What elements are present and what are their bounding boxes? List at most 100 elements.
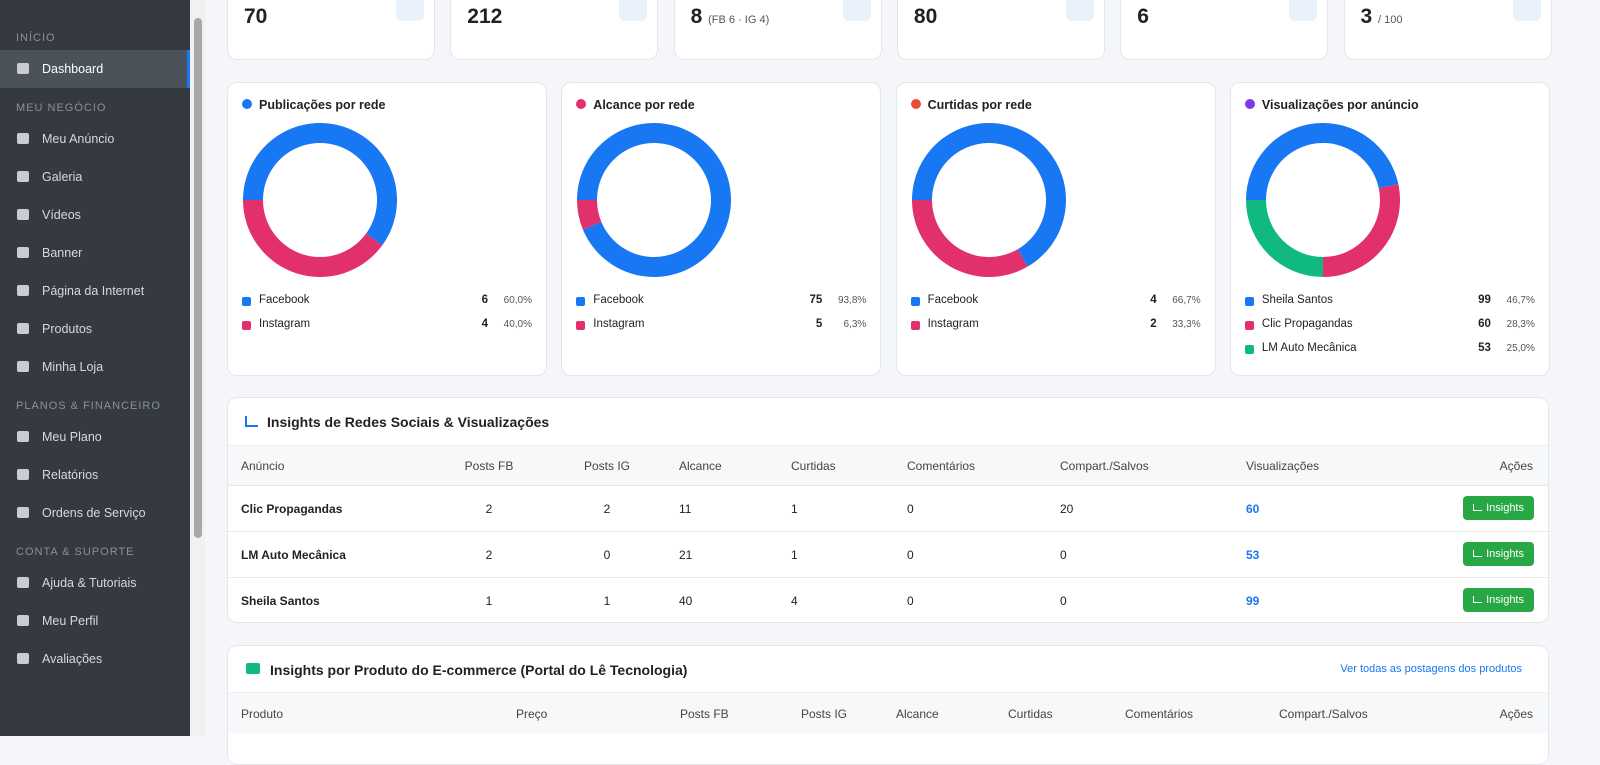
nav-text: Ordens de Serviço <box>42 506 146 520</box>
nav-text: Ajuda & Tutoriais <box>42 576 137 590</box>
legend-pct: 33,3% <box>1172 319 1201 330</box>
button-text: Insights <box>1486 502 1524 514</box>
legend-pct: 60,0% <box>503 295 532 306</box>
nav-item[interactable]: Meu Perfil <box>0 602 190 640</box>
legend-pct: 40,0% <box>503 319 532 330</box>
stat-value: 6 <box>1137 5 1149 28</box>
nav-item[interactable]: Meu Plano <box>0 418 190 456</box>
stat-icon <box>1065 0 1094 21</box>
stat-card: TOTAL DE VISUALIZAÇÕES212 <box>450 0 659 60</box>
column-header: Alcance <box>679 459 722 473</box>
column-header: Posts IG <box>583 459 630 473</box>
donut <box>577 122 732 278</box>
chart-title: Visualizações por anúncio <box>1261 98 1419 112</box>
legend-value: 5 <box>815 318 823 330</box>
column-header: Produto <box>241 707 284 721</box>
section-label: INÍCIO <box>16 32 56 44</box>
column-header: Visualizações <box>1246 459 1320 473</box>
legend-swatch <box>576 297 586 306</box>
cell: 0 <box>603 548 611 562</box>
legend-swatch <box>242 297 251 306</box>
nav-text: Minha Loja <box>42 360 104 374</box>
cell: 11 <box>679 502 692 516</box>
cell: LM Auto Mecânica <box>241 548 346 562</box>
stat-icon <box>1289 0 1318 21</box>
nav-icon <box>17 653 29 664</box>
cell: 2 <box>603 502 611 516</box>
nav-item[interactable]: Ordens de Serviço <box>0 494 190 532</box>
legend-value: 75 <box>809 294 823 306</box>
legend-name: Instagram <box>259 318 311 330</box>
cell: 1 <box>791 502 798 516</box>
scroll-thumb[interactable] <box>194 18 202 538</box>
cell: 2 <box>485 548 493 562</box>
legend-name: Facebook <box>259 294 310 306</box>
cell: 40 <box>679 594 693 608</box>
column-header: Alcance <box>896 707 939 721</box>
legend-item: Facebook 6 60,0% <box>242 294 532 310</box>
button-text: Insights <box>1486 548 1524 560</box>
legend-value: 2 <box>1150 318 1157 330</box>
chart-title: Alcance por rede <box>593 98 695 112</box>
nav-icon <box>17 323 29 334</box>
legend-item: Instagram 5 6,3% <box>576 318 866 334</box>
nav-item[interactable]: Galeria <box>0 158 190 196</box>
header-icon <box>245 416 258 427</box>
legend-swatch <box>1244 321 1254 330</box>
nav-item[interactable]: Relatórios <box>0 456 190 494</box>
nav-item[interactable]: Ajuda & Tutoriais <box>0 564 190 602</box>
nav-item[interactable]: Vídeos <box>0 196 190 234</box>
insights-button[interactable]: Insights <box>1463 542 1534 566</box>
sidebar-inner: INÍCIO Dashboard MEU NEGÓCIO Meu Anúncio Gal… <box>0 0 190 678</box>
donut-segment <box>577 122 732 278</box>
legend-name: Instagram <box>927 318 979 330</box>
nav-item[interactable]: Página da Internet <box>0 272 190 310</box>
chart-title: Publicações por rede <box>259 98 386 112</box>
header-link[interactable]: Ver todas as postagens dos produtos <box>1340 663 1522 675</box>
nav-icon <box>17 469 29 480</box>
column-header: Posts FB <box>464 459 514 473</box>
stat-value: 70 <box>244 5 268 28</box>
nav-icon <box>17 577 29 588</box>
nav-icon <box>17 171 29 182</box>
section-label: CONTA & SUPORTE <box>16 546 135 558</box>
chart-title: Curtidas por rede <box>927 98 1032 112</box>
section-label: MEU NEGÓCIO <box>16 102 107 114</box>
legend-value: 4 <box>1150 294 1157 306</box>
column-header: Ações <box>1499 459 1533 473</box>
legend-name: Facebook <box>593 294 644 306</box>
cell: 0 <box>907 548 914 562</box>
nav-item[interactable]: Produtos <box>0 310 190 348</box>
cell: 4 <box>791 594 798 608</box>
cell: Sheila Santos <box>241 594 320 608</box>
page: INÍCIO Dashboard MEU NEGÓCIO Meu Anúncio Gal… <box>0 0 1552 765</box>
stat-icon <box>619 0 648 21</box>
stat-value: 80 <box>913 5 938 28</box>
insights-button[interactable]: Insights <box>1463 496 1534 520</box>
nav-icon <box>17 285 29 296</box>
legend-value: 99 <box>1478 294 1491 306</box>
column-header: Anúncio <box>241 459 285 473</box>
column-header: Curtidas <box>791 459 836 473</box>
nav-item[interactable]: Banner <box>0 234 190 272</box>
chart-icon <box>1244 99 1255 109</box>
cell: 21 <box>679 548 693 562</box>
column-header: Compart./Salvos <box>1279 707 1368 721</box>
button-text: Insights <box>1486 594 1524 606</box>
donut-segment <box>911 200 1028 277</box>
insights-button[interactable]: Insights <box>1463 588 1534 612</box>
legend-value: 4 <box>481 318 488 330</box>
cell: 20 <box>1060 502 1074 516</box>
card-title: Insights por Produto do E-commerce (Port… <box>270 662 688 678</box>
stat-extra: / 100 <box>1378 14 1403 26</box>
nav-text: Produtos <box>42 322 93 336</box>
nav-item[interactable]: Minha Loja <box>0 348 190 386</box>
legend-swatch <box>910 321 920 330</box>
nav-item[interactable]: Avaliações <box>0 640 190 678</box>
nav-item[interactable]: Dashboard <box>0 50 190 88</box>
column-header: Compart./Salvos <box>1060 459 1149 473</box>
nav-item[interactable]: Meu Anúncio <box>0 120 190 158</box>
legend-item: Sheila Santos 99 46,7% <box>1244 294 1535 310</box>
legend-name: Sheila Santos <box>1261 294 1333 306</box>
nav-icon <box>17 431 29 442</box>
